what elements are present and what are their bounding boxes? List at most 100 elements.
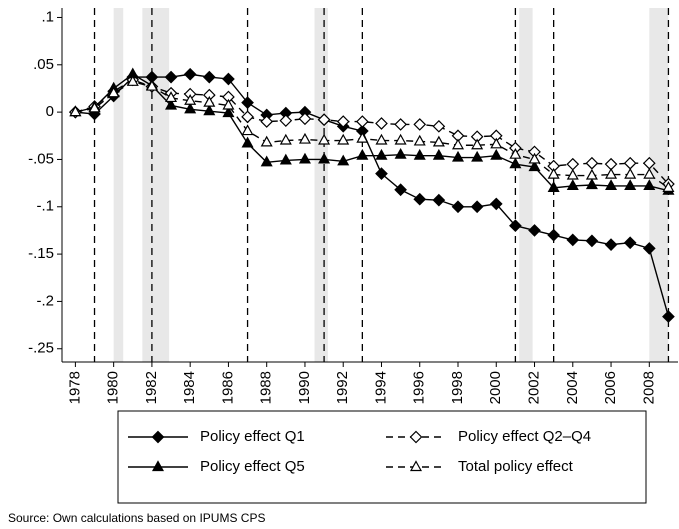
point-marker [394,183,407,197]
point-marker [432,119,446,133]
point-marker [355,115,369,128]
point-marker [260,135,273,147]
point-marker [413,134,426,146]
point-marker [585,234,599,248]
point-marker [528,160,541,172]
x-tick-label: 1980 [105,371,122,404]
point-marker [69,105,82,117]
point-marker [356,131,369,143]
point-marker [662,181,675,192]
point-marker [528,224,541,237]
point-marker [605,179,618,191]
y-tick-label: .05 [33,56,54,73]
point-marker [566,179,579,191]
point-marker [490,148,503,160]
point-marker [585,168,598,180]
point-marker [202,70,216,84]
point-marker [623,156,637,170]
point-marker [509,147,522,159]
point-marker [566,233,580,247]
point-marker [260,155,273,167]
point-marker [222,106,235,118]
point-marker [547,228,561,242]
point-marker [566,168,579,180]
point-marker [643,179,656,191]
x-tick-label: 1992 [334,371,351,404]
x-tick-label: 2000 [487,371,504,404]
point-marker [145,79,158,91]
point-marker [509,219,522,233]
point-marker [585,178,598,190]
y-tick-label: -.05 [28,150,54,167]
x-tick-label: 1978 [66,371,83,404]
legend-marker [409,460,423,472]
x-tick-label: 2006 [602,371,619,404]
x-tick-label: 2004 [564,371,581,404]
y-tick-label: -.2 [36,292,54,309]
point-marker [470,200,484,214]
point-marker [298,132,311,144]
recession-shade [113,8,124,362]
point-marker [375,133,388,145]
point-marker [279,114,293,127]
point-marker [279,133,292,145]
x-tick-label: 1984 [181,371,198,404]
x-tick-label: 1990 [296,371,313,404]
point-marker [222,98,235,110]
point-marker [203,104,216,116]
point-marker [604,238,618,251]
point-marker [413,148,426,160]
y-tick-label: .1 [41,8,54,25]
point-marker [260,115,274,128]
point-marker [509,157,522,169]
point-marker [88,101,101,113]
point-marker [126,75,139,86]
point-marker [394,147,407,159]
point-marker [547,181,560,192]
y-tick-label: -.25 [28,340,54,357]
point-marker [451,200,465,214]
point-marker [394,118,407,131]
x-tick-label: 2002 [525,371,542,404]
y-tick-label: -.1 [36,198,54,215]
source-note: Source: Own calculations based on IPUMS … [8,511,265,525]
legend-label: Policy effect Q5 [200,458,305,475]
point-marker [642,242,656,255]
point-marker [318,133,331,145]
point-marker [375,148,388,160]
point-marker [241,110,254,124]
legend-label: Policy effect Q1 [200,428,305,445]
point-marker [624,179,637,191]
point-marker [356,148,369,160]
point-marker [471,150,484,162]
recession-shade [649,8,669,362]
legend-marker [151,430,165,444]
point-marker [337,133,350,145]
point-marker [490,137,503,149]
point-marker [528,152,541,164]
recession-shade [142,8,170,362]
x-tick-label: 2008 [640,371,657,404]
point-marker [318,152,331,164]
y-tick-label: 0 [46,103,54,120]
legend-marker [151,460,165,472]
point-marker [432,193,446,207]
point-marker [164,70,178,84]
point-marker [413,118,427,131]
x-tick-label: 1986 [219,371,236,404]
x-tick-label: 1996 [411,371,428,404]
point-marker [547,167,560,179]
point-marker [605,167,618,179]
point-marker [241,124,254,136]
point-marker [184,94,197,105]
point-marker [623,236,637,250]
point-marker [222,72,235,86]
point-marker [241,96,254,110]
point-marker [279,153,292,165]
point-marker [413,192,427,206]
legend-marker [409,430,423,444]
point-marker [451,138,465,150]
point-marker [432,148,445,160]
